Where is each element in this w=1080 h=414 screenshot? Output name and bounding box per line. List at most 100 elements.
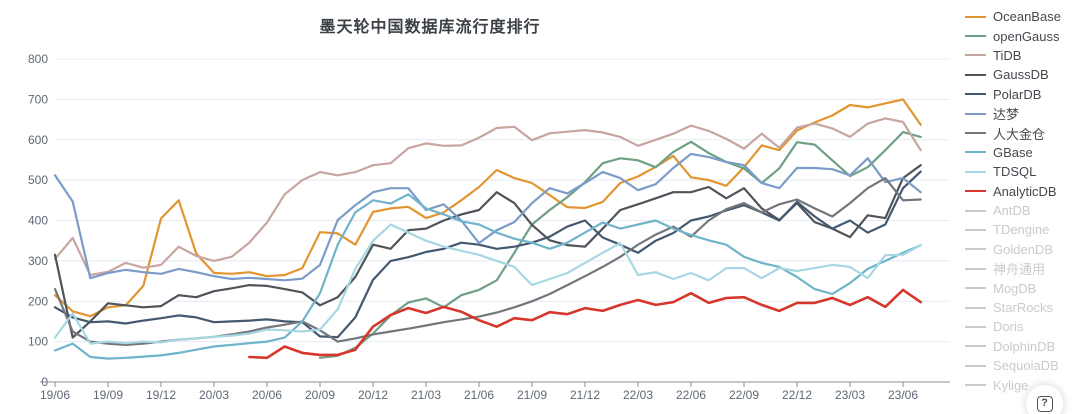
legend-line-swatch xyxy=(965,248,986,251)
legend-label: GBase xyxy=(993,144,1033,160)
series-line-openGauss xyxy=(318,131,922,359)
legend-item-GaussDB[interactable]: GaussDB xyxy=(965,65,1080,84)
legend-item-TiDB[interactable]: TiDB xyxy=(965,46,1080,65)
legend-label: GoldenDB xyxy=(993,241,1053,257)
legend-item-GBase[interactable]: GBase xyxy=(965,143,1080,162)
series-line-GBase xyxy=(53,193,922,360)
legend-label: StarRocks xyxy=(993,300,1053,316)
legend-item-PolarDB[interactable]: PolarDB xyxy=(965,85,1080,104)
legend-line-swatch xyxy=(965,325,986,328)
x-axis-label: 22/03 xyxy=(623,388,653,402)
legend: OceanBase openGauss TiDB GaussDB PolarDB 达梦人大… xyxy=(965,7,1080,395)
series-line-PolarDB xyxy=(53,170,922,339)
legend-item-SequoiaDB[interactable]: SequoiaDB xyxy=(965,356,1080,375)
x-axis-label: 21/09 xyxy=(517,388,547,402)
legend-label: 神舟通用 xyxy=(993,262,1046,278)
x-axis-label: 20/03 xyxy=(199,388,229,402)
x-axis-label: 21/03 xyxy=(411,388,441,402)
legend-line-swatch xyxy=(965,170,986,173)
legend-line-swatch xyxy=(965,54,986,57)
legend-line-swatch xyxy=(965,15,986,18)
legend-item-人大金仓[interactable]: 人大金仓 xyxy=(965,123,1080,142)
legend-label: openGauss xyxy=(993,28,1060,44)
x-axis-label: 20/12 xyxy=(358,388,388,402)
legend-label: TiDB xyxy=(993,47,1022,63)
x-axis-label: 22/09 xyxy=(729,388,759,402)
legend-label: MogDB xyxy=(993,280,1037,296)
x-axis-label: 23/03 xyxy=(835,388,865,402)
x-axis-label: 20/06 xyxy=(252,388,282,402)
legend-label: GaussDB xyxy=(993,67,1049,83)
legend-line-swatch xyxy=(965,112,986,115)
chart-title: 墨天轮中国数据库流行度排行 xyxy=(319,19,541,36)
x-axis-label: 19/06 xyxy=(40,388,70,402)
y-axis-label: 400 xyxy=(28,214,48,228)
series-line-TDSQL xyxy=(53,223,922,345)
legend-line-swatch xyxy=(965,190,986,193)
legend-line-swatch xyxy=(965,35,986,38)
legend-line-swatch xyxy=(965,93,986,96)
series-line-GaussDB xyxy=(53,164,922,339)
legend-label: AntDB xyxy=(993,203,1031,219)
legend-label: 人大金仓 xyxy=(993,126,1046,142)
y-axis-label: 700 xyxy=(28,92,48,106)
legend-line-swatch xyxy=(965,345,986,348)
x-axis-label: 22/12 xyxy=(782,388,812,402)
series-line-人大金仓 xyxy=(53,177,922,346)
legend-line-swatch xyxy=(965,364,986,367)
legend-item-GoldenDB[interactable]: GoldenDB xyxy=(965,240,1080,259)
legend-label: SequoiaDB xyxy=(993,358,1059,374)
x-axis-label: 21/06 xyxy=(464,388,494,402)
y-axis-label: 300 xyxy=(28,254,48,268)
legend-line-swatch xyxy=(965,132,986,135)
legend-label: TDSQL xyxy=(993,164,1037,180)
legend-line-swatch xyxy=(965,228,986,231)
legend-item-StarRocks[interactable]: StarRocks xyxy=(965,298,1080,317)
legend-item-OceanBase[interactable]: OceanBase xyxy=(965,7,1080,26)
legend-line-swatch xyxy=(965,151,986,154)
legend-item-AnalyticDB[interactable]: AnalyticDB xyxy=(965,182,1080,201)
legend-line-swatch xyxy=(965,209,986,212)
x-axis-label: 22/06 xyxy=(676,388,706,402)
question-mark-icon: ? xyxy=(1036,395,1053,412)
series-line-达梦 xyxy=(53,152,922,282)
x-axis-label: 23/06 xyxy=(888,388,918,402)
y-axis-label: 800 xyxy=(28,52,48,66)
y-axis-label: 500 xyxy=(28,173,48,187)
legend-line-swatch xyxy=(965,267,986,270)
legend-label: DolphinDB xyxy=(993,338,1056,354)
y-axis-label: 100 xyxy=(28,335,48,349)
legend-item-TDengine[interactable]: TDengine xyxy=(965,220,1080,239)
legend-item-AntDB[interactable]: AntDB xyxy=(965,201,1080,220)
legend-item-openGauss[interactable]: openGauss xyxy=(965,26,1080,45)
legend-item-TDSQL[interactable]: TDSQL xyxy=(965,162,1080,181)
x-axis-label: 19/09 xyxy=(93,388,123,402)
legend-item-神舟通用[interactable]: 神舟通用 xyxy=(965,259,1080,278)
series-line-AnalyticDB xyxy=(248,288,922,360)
y-axis-label: 200 xyxy=(28,294,48,308)
legend-label: AnalyticDB xyxy=(993,183,1057,199)
legend-label: OceanBase xyxy=(993,9,1061,25)
legend-line-swatch xyxy=(965,306,986,309)
legend-item-DolphinDB[interactable]: DolphinDB xyxy=(965,337,1080,356)
series-line-TiDB xyxy=(53,117,922,277)
legend-item-MogDB[interactable]: MogDB xyxy=(965,278,1080,297)
x-axis-label: 20/09 xyxy=(305,388,335,402)
legend-line-swatch xyxy=(965,73,986,76)
legend-label: PolarDB xyxy=(993,86,1042,102)
y-axis-label: 600 xyxy=(28,133,48,147)
legend-item-Doris[interactable]: Doris xyxy=(965,317,1080,336)
legend-line-swatch xyxy=(965,287,986,290)
x-axis-label: 19/12 xyxy=(146,388,176,402)
legend-label: Kylige xyxy=(993,377,1029,393)
legend-item-达梦[interactable]: 达梦 xyxy=(965,104,1080,123)
x-axis-label: 21/12 xyxy=(570,388,600,402)
legend-item-Kylige[interactable]: Kylige xyxy=(965,375,1080,394)
legend-label: 达梦 xyxy=(993,107,1020,123)
help-button[interactable]: ? xyxy=(1026,385,1063,414)
legend-line-swatch xyxy=(965,384,986,387)
legend-label: TDengine xyxy=(993,222,1050,238)
legend-label: Doris xyxy=(993,319,1024,335)
